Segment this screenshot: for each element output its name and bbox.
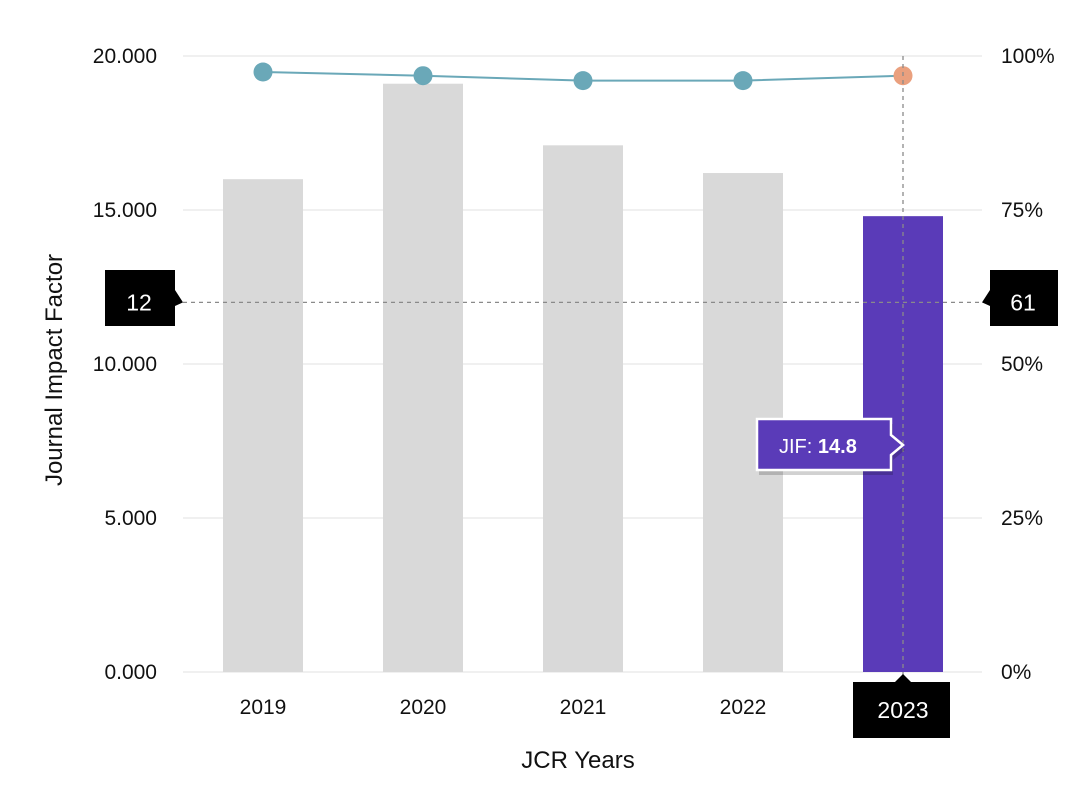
y-axis-title: Journal Impact Factor xyxy=(41,254,68,486)
y2-crosshair-label: 61 xyxy=(1010,289,1036,315)
percentile-line xyxy=(253,62,913,91)
line-point-2022[interactable] xyxy=(733,71,753,91)
line-point-2019[interactable] xyxy=(253,62,273,82)
y2-tick-label: 25% xyxy=(1001,507,1043,530)
bars xyxy=(223,83,943,673)
y-axis-ticks: 0.000 5.000 10.000 15.000 20.000 xyxy=(93,45,157,684)
y-tick-label: 0.000 xyxy=(104,661,157,684)
y2-tick-label: 100% xyxy=(1001,45,1055,68)
tooltip-text: JIF: 14.8 xyxy=(779,436,857,458)
axis-markers: 12 61 2023 xyxy=(105,270,1058,738)
y-tick-label: 20.000 xyxy=(93,45,157,68)
x-crosshair-label: 2023 xyxy=(877,697,928,723)
x-crosshair-marker xyxy=(853,674,950,738)
y-tick-label: 5.000 xyxy=(104,507,157,530)
tooltip-value: 14.8 xyxy=(818,436,857,458)
y-crosshair-marker xyxy=(105,270,183,326)
x-axis-title: JCR Years xyxy=(521,747,634,774)
x-tick-label: 2019 xyxy=(240,696,287,719)
x-axis-ticks: 2019 2020 2021 2022 xyxy=(240,696,767,719)
line-point-2021[interactable] xyxy=(573,71,593,91)
x-tick-label: 2020 xyxy=(400,696,447,719)
bar-2021[interactable] xyxy=(543,145,623,672)
x-tick-label: 2021 xyxy=(560,696,607,719)
x-tick-label: 2022 xyxy=(720,696,767,719)
crosshair xyxy=(175,56,990,682)
tooltip: JIF: 14.8 xyxy=(755,417,905,475)
y2-axis-ticks: 0% 25% 50% 75% 100% xyxy=(1001,45,1055,684)
y-tick-label: 15.000 xyxy=(93,199,157,222)
bar-2019[interactable] xyxy=(223,179,303,672)
y2-crosshair-marker xyxy=(982,270,1058,326)
bar-2020[interactable] xyxy=(383,83,463,673)
y2-tick-label: 0% xyxy=(1001,661,1031,684)
line-point-2020[interactable] xyxy=(413,66,433,86)
y2-tick-label: 75% xyxy=(1001,199,1043,222)
y-crosshair-label: 12 xyxy=(126,289,152,315)
y-tick-label: 10.000 xyxy=(93,353,157,376)
tooltip-box xyxy=(755,417,905,472)
y2-tick-label: 50% xyxy=(1001,353,1043,376)
